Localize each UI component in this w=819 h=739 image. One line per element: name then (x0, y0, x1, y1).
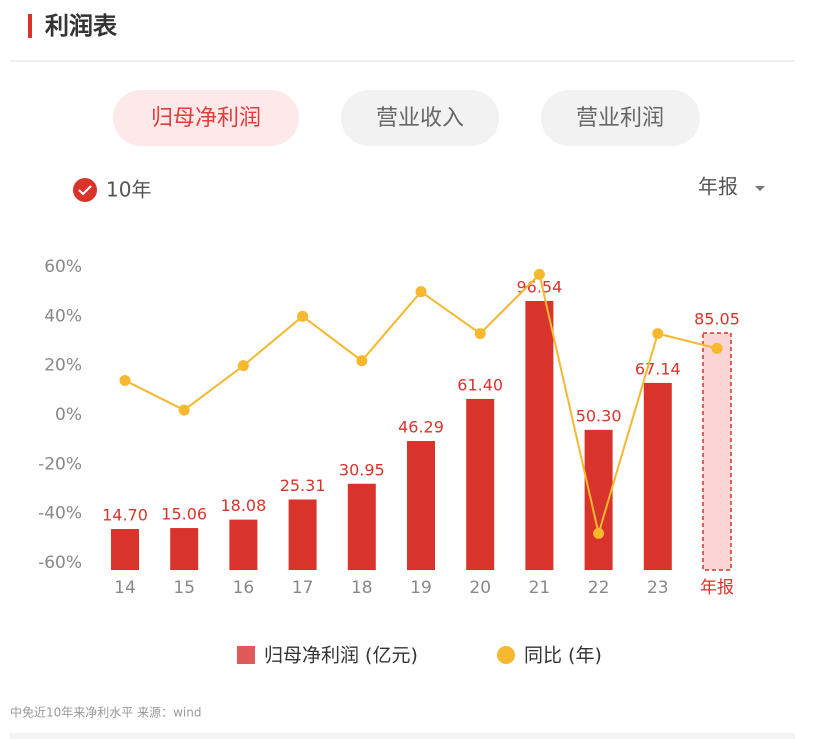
dropdown-arrow[interactable] (755, 186, 765, 191)
point (593, 527, 605, 539)
bar (407, 441, 435, 570)
tab[interactable]: 营业利润 (541, 90, 700, 146)
y-tick-label: -20% (38, 454, 82, 474)
data-label: 46.29 (398, 418, 444, 437)
x-tick-label: 20 (469, 578, 491, 598)
data-label: 14.70 (102, 506, 148, 525)
bar (466, 398, 495, 570)
legend-label: 归母净利润 (亿元) (264, 645, 418, 667)
point (119, 374, 131, 386)
point (178, 404, 190, 416)
y-tick-label: -40% (38, 504, 82, 524)
x-tick-label: 15 (173, 578, 195, 598)
bar (347, 483, 376, 570)
x-tick-label: 16 (233, 578, 255, 598)
x-tick-label: 17 (292, 578, 314, 598)
data-label: 18.08 (220, 496, 266, 515)
x-tick-label: 22 (588, 578, 610, 598)
y-tick-label: 40% (44, 306, 82, 326)
tab-bg[interactable] (113, 90, 299, 146)
title-accent (28, 14, 32, 38)
checkbox[interactable]: 10年 (73, 178, 151, 203)
bar (288, 499, 317, 570)
bar (170, 528, 199, 570)
bar (702, 332, 732, 571)
bar (111, 529, 139, 570)
x-tick-label: 18 (351, 578, 373, 598)
data-label: 85.05 (694, 310, 740, 329)
period-label[interactable]: 年报 (698, 175, 738, 199)
tab-bg[interactable] (541, 90, 700, 146)
legend-swatch (237, 646, 255, 664)
point (533, 268, 545, 280)
legend: 归母净利润 (亿元) 同比 (年) (237, 645, 602, 667)
y-tick-label: 0% (55, 405, 82, 425)
bar (229, 519, 258, 570)
dropdown[interactable]: 年报 (698, 175, 765, 199)
filter-label[interactable]: 10年 (106, 178, 151, 202)
y-tick-label: -60% (38, 553, 82, 573)
data-label: 61.40 (457, 375, 503, 394)
x-tick-label: 14 (114, 578, 136, 598)
x-tick-label: 年报 (700, 578, 734, 598)
point (297, 310, 309, 322)
data-label: 15.06 (161, 505, 207, 524)
data-label: 25.31 (280, 476, 326, 495)
point (415, 286, 427, 298)
point (711, 342, 723, 354)
data-label: 67.14 (635, 359, 681, 378)
tab-label[interactable]: 归母净利润 (151, 106, 261, 131)
tab[interactable]: 归母净利润 (113, 90, 299, 146)
x-tick-label: 23 (647, 578, 669, 598)
data-label: 50.30 (576, 406, 622, 425)
footer-bar (10, 733, 795, 739)
y-tick-label: 60% (44, 257, 82, 277)
tab[interactable]: 营业收入 (341, 90, 499, 146)
caption: 中免近10年来净利水平 来源：wind (10, 705, 201, 720)
point (474, 328, 486, 340)
check-mark[interactable] (78, 185, 92, 196)
legend-label: 同比 (年) (524, 645, 602, 667)
tab-label[interactable]: 营业收入 (376, 106, 464, 131)
y-tick-label: 20% (44, 356, 82, 376)
tab-label[interactable]: 营业利润 (576, 106, 664, 131)
data-label: 96.54 (516, 278, 562, 297)
data-label: 30.95 (339, 460, 385, 479)
tab-bg[interactable] (341, 90, 499, 146)
x-tick-label: 19 (410, 578, 432, 598)
legend-swatch (497, 646, 515, 664)
bar (643, 382, 672, 570)
bar (525, 301, 554, 570)
x-tick-label: 21 (529, 578, 551, 598)
point (652, 328, 664, 340)
point (237, 360, 249, 372)
point (356, 355, 368, 367)
section-title: 利润表 (45, 12, 118, 40)
check-icon[interactable] (73, 178, 97, 202)
